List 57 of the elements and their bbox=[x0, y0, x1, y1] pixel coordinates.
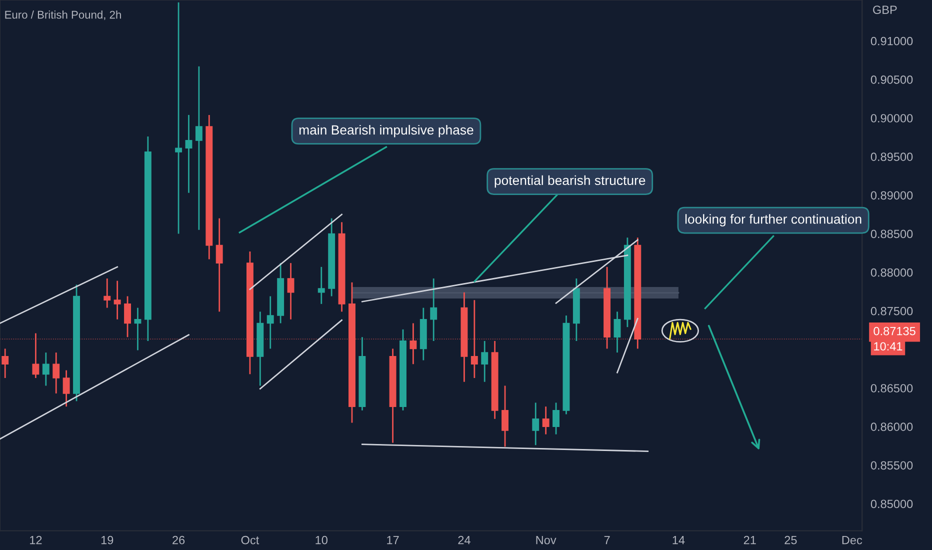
y-tick-label: 0.85500 bbox=[870, 461, 913, 470]
candlestick bbox=[42, 352, 50, 386]
candlestick bbox=[614, 310, 621, 354]
candlestick bbox=[175, 2, 182, 234]
candlestick bbox=[552, 402, 560, 436]
candlestick bbox=[430, 278, 438, 342]
candlestick bbox=[502, 385, 508, 448]
candlestick bbox=[32, 332, 40, 379]
candlestick bbox=[532, 402, 540, 446]
candlestick bbox=[481, 340, 488, 383]
candlestick bbox=[114, 280, 121, 320]
x-tick-label: 17 bbox=[387, 536, 399, 544]
candlestick bbox=[195, 66, 202, 231]
x-tick-label: Oct bbox=[241, 536, 260, 544]
candlestick bbox=[124, 296, 132, 338]
x-tick-label: 14 bbox=[672, 536, 685, 544]
y-tick-label: 0.86000 bbox=[870, 422, 913, 431]
x-tick-label: 10 bbox=[316, 536, 328, 544]
candlestick bbox=[134, 307, 142, 351]
annotation: looking for further continuation bbox=[685, 214, 862, 226]
y-tick-label: 0.91000 bbox=[870, 36, 913, 46]
candlestick bbox=[470, 299, 478, 379]
y-tick-label: 0.90000 bbox=[870, 114, 913, 122]
candlestick bbox=[185, 114, 192, 194]
y-tick-label: 0.88500 bbox=[870, 230, 913, 238]
x-tick-label: 7 bbox=[604, 536, 610, 544]
text: 10:41 bbox=[874, 342, 902, 351]
y-tick-label: 0.90500 bbox=[870, 75, 913, 84]
y-tick-label: 0.86500 bbox=[870, 384, 913, 392]
text: Euro / British Pound, 2h bbox=[5, 10, 121, 20]
y-tick-label: 0.88000 bbox=[870, 268, 913, 277]
candlestick bbox=[62, 370, 70, 408]
x-tick-label: 12 bbox=[30, 536, 42, 544]
candlestick bbox=[410, 322, 417, 365]
candlestick bbox=[216, 218, 223, 312]
y-axis-title: GBP bbox=[873, 6, 897, 14]
candlestick bbox=[266, 296, 274, 350]
y-tick-label: 0.87500 bbox=[870, 306, 913, 316]
x-tick-label: 21 bbox=[744, 536, 756, 544]
y-tick-label: 0.89500 bbox=[870, 152, 913, 161]
x-tick-label: 19 bbox=[101, 536, 114, 544]
x-tick-label: Dec bbox=[842, 536, 862, 544]
candlestick bbox=[318, 266, 325, 305]
ref-line-label: 0.87135 bbox=[874, 326, 916, 336]
x-tick-label: 24 bbox=[458, 536, 470, 544]
annotation: potential bearish structure bbox=[494, 175, 646, 188]
candlestick bbox=[542, 406, 550, 436]
x-tick-label: 25 bbox=[784, 536, 797, 544]
y-tick-label: 0.89000 bbox=[870, 191, 913, 200]
x-tick-label: Nov bbox=[536, 536, 556, 544]
candlestick bbox=[104, 278, 111, 308]
y-tick-label: 0.85000 bbox=[870, 500, 913, 508]
candlestick bbox=[287, 262, 294, 320]
x-tick-label: 26 bbox=[172, 536, 185, 544]
candlestick bbox=[52, 352, 60, 394]
candlestick bbox=[2, 348, 9, 379]
annotation: main Bearish impulsive phase bbox=[299, 124, 474, 138]
